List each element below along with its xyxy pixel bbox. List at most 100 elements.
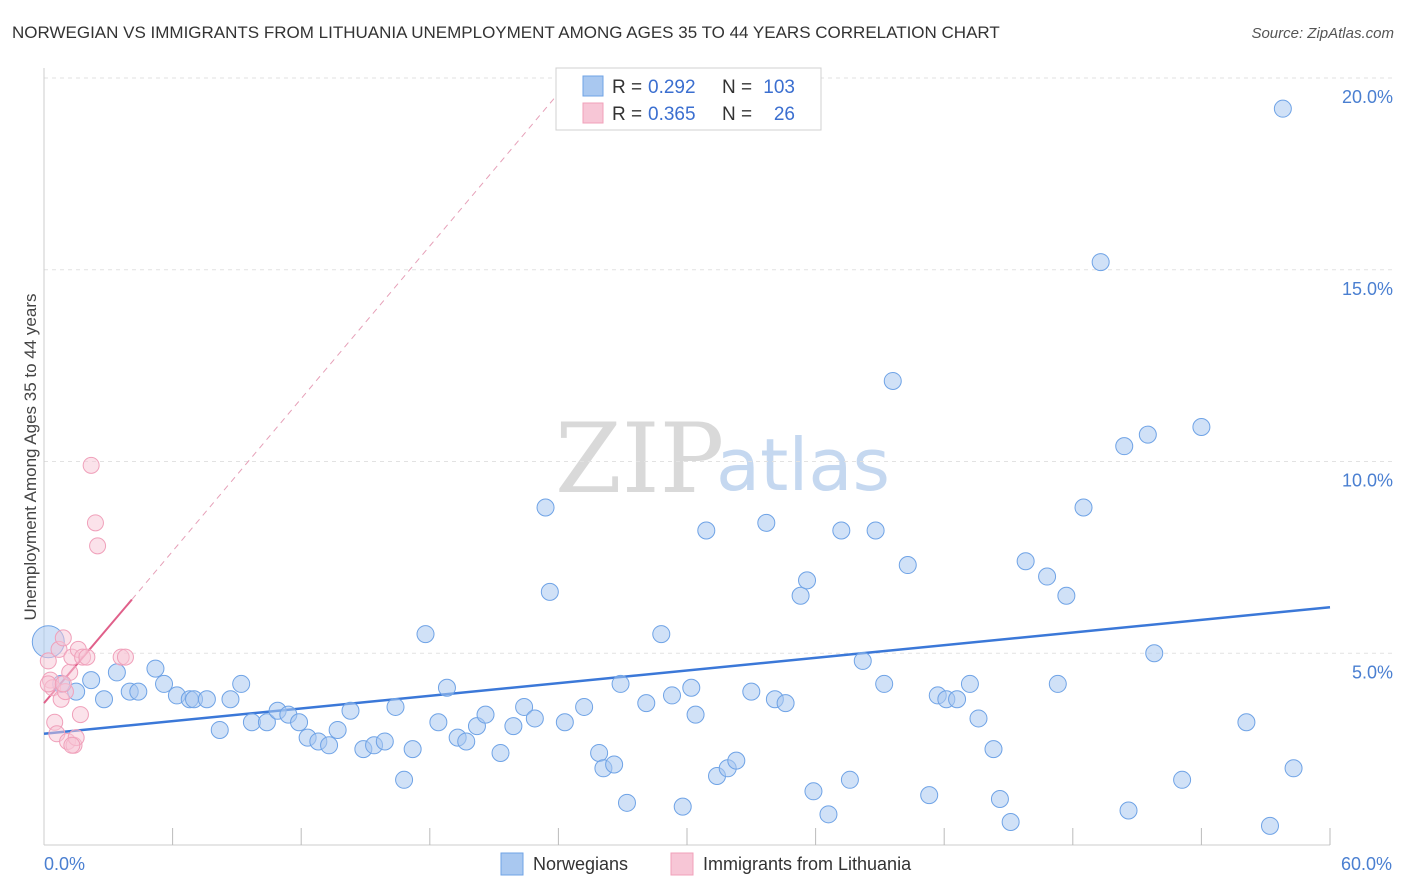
point-norwegians [682,678,701,697]
point-norwegians [819,805,838,824]
stats-n-value-lithuania: 26 [774,104,795,125]
point-norwegians [948,690,967,709]
point-norwegians [155,674,174,693]
point-norwegians [1074,498,1093,517]
point-norwegians [504,717,523,736]
legend-label-norwegians: Norwegians [533,854,628,874]
point-norwegians [853,651,872,670]
point-norwegians [242,713,261,732]
data-points [31,99,1303,835]
point-norwegians [82,671,101,690]
point-norwegians [429,713,448,732]
stats-r-value-norwegians: 0.292 [648,77,696,98]
point-norwegians [866,521,885,540]
y-tick-label: 20.0% [1342,87,1393,107]
point-norwegians [232,674,251,693]
stats-legend: R = 0.292 N = 103 R = 0.365 N = 26 [555,67,822,131]
point-norwegians [1173,770,1192,789]
point-norwegians [697,521,716,540]
point-norwegians [540,582,559,601]
trend-line-norwegians [43,605,1331,736]
stats-n-label-norwegians: N = [722,77,752,98]
point-norwegians [1048,674,1067,693]
point-norwegians [257,713,276,732]
point-norwegians [457,732,476,751]
point-norwegians [798,571,817,590]
point-norwegians [1115,437,1134,456]
point-norwegians [525,709,544,728]
watermark-zip: ZIP [555,403,724,515]
x-tick-label-min: 0.0% [44,854,85,874]
watermark: ZIP atlas [555,403,890,515]
point-norwegians [1001,812,1020,831]
y-tick-label: 5.0% [1352,662,1393,682]
point-norwegians [437,678,456,697]
watermark-atlas: atlas [716,423,890,507]
point-norwegians [107,663,126,682]
y-tick-label: 15.0% [1342,279,1393,299]
point-norwegians [290,713,309,732]
stats-legend-swatch-lithuania [582,102,604,124]
point-norwegians [990,789,1009,808]
point-norwegians [611,674,630,693]
point-norwegians [984,740,1003,759]
stats-n-label-lithuania: N = [722,104,752,125]
point-norwegians [1016,552,1035,571]
x-tick-label-max: 60.0% [1341,854,1392,874]
point-norwegians [386,697,405,716]
point-norwegians [395,770,414,789]
point-norwegians [536,498,555,517]
point-norwegians [727,751,746,770]
point-norwegians [920,786,939,805]
point-norwegians [320,736,339,755]
point-norwegians [341,701,360,720]
point-norwegians [804,782,823,801]
point-norwegians [129,682,148,701]
gridlines [44,77,1392,654]
point-lithuania [116,648,134,666]
point-norwegians [652,625,671,644]
point-norwegians [969,709,988,728]
point-norwegians [791,586,810,605]
point-norwegians [757,513,776,532]
y-tick-labels: 5.0% 10.0% 15.0% 20.0% [1342,87,1393,682]
point-norwegians [1273,99,1292,118]
point-norwegians [210,720,229,739]
point-lithuania [86,514,104,532]
point-norwegians [375,732,394,751]
point-norwegians [1192,417,1211,436]
stats-r-label-lithuania: R = [612,104,642,125]
point-norwegians [555,713,574,732]
point-norwegians [476,705,495,724]
point-norwegians [1237,713,1256,732]
chart-source: Source: ZipAtlas.com [1251,25,1394,42]
point-norwegians [617,793,636,812]
point-norwegians [328,720,347,739]
point-norwegians [491,743,510,762]
point-norwegians [590,743,609,762]
point-norwegians [742,682,761,701]
chart-title: NORWEGIAN VS IMMIGRANTS FROM LITHUANIA U… [12,23,1000,42]
x-ticks [172,828,1331,845]
point-lithuania [39,675,57,693]
point-norwegians [1138,425,1157,444]
point-lithuania [63,736,81,754]
point-lithuania [54,629,72,647]
point-norwegians [605,755,624,774]
stats-legend-swatch-norwegians [582,75,604,97]
point-norwegians [575,697,594,716]
point-norwegians [1091,253,1110,272]
point-norwegians [960,674,979,693]
point-lithuania [39,652,57,670]
point-norwegians [1284,759,1303,778]
y-tick-label: 10.0% [1342,471,1393,491]
point-norwegians [776,694,795,713]
point-norwegians [197,690,216,709]
point-norwegians [875,674,894,693]
point-lithuania [54,675,72,693]
point-norwegians [1260,816,1279,835]
point-norwegians [515,697,534,716]
point-norwegians [662,686,681,705]
stats-n-value-norwegians: 103 [763,77,795,98]
trend-line-lithuania-extension [131,93,559,600]
